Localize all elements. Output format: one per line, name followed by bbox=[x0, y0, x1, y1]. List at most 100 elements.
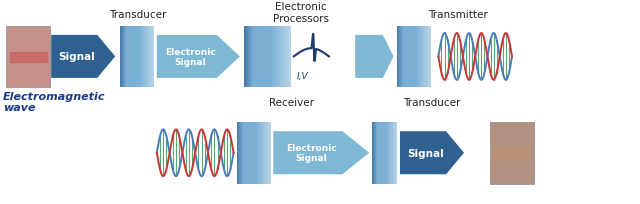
Bar bbox=[247, 27, 248, 88]
Bar bbox=[269, 27, 271, 88]
Bar bbox=[412, 27, 413, 88]
Text: Electronic
Signal: Electronic Signal bbox=[286, 144, 337, 162]
Bar bbox=[153, 27, 154, 88]
Bar bbox=[490, 122, 534, 184]
Bar bbox=[150, 27, 152, 88]
Bar bbox=[263, 27, 265, 88]
Bar bbox=[266, 27, 268, 88]
Bar bbox=[372, 122, 374, 184]
Bar bbox=[251, 122, 252, 184]
Bar bbox=[261, 122, 262, 184]
Bar bbox=[278, 27, 280, 88]
Text: I,V: I,V bbox=[297, 71, 308, 80]
Bar bbox=[147, 27, 148, 88]
Bar bbox=[139, 27, 140, 88]
Bar bbox=[268, 27, 269, 88]
Text: Signal: Signal bbox=[58, 52, 95, 62]
Bar bbox=[397, 27, 398, 88]
Bar bbox=[142, 27, 143, 88]
Bar bbox=[125, 27, 127, 88]
Bar bbox=[257, 27, 259, 88]
Bar bbox=[425, 27, 427, 88]
Bar bbox=[385, 122, 387, 184]
Text: Transducer: Transducer bbox=[403, 98, 461, 108]
Polygon shape bbox=[51, 36, 115, 79]
Bar bbox=[382, 122, 383, 184]
Bar bbox=[410, 27, 411, 88]
Bar bbox=[257, 122, 259, 184]
Bar bbox=[264, 27, 266, 88]
Bar bbox=[243, 122, 245, 184]
Bar bbox=[265, 122, 267, 184]
Bar bbox=[259, 122, 260, 184]
Bar bbox=[428, 27, 430, 88]
Bar bbox=[240, 122, 242, 184]
Bar bbox=[375, 122, 376, 184]
Text: Electronic
Processors: Electronic Processors bbox=[273, 2, 329, 23]
Bar bbox=[247, 122, 248, 184]
Bar bbox=[395, 122, 396, 184]
Bar bbox=[256, 27, 258, 88]
Bar bbox=[427, 27, 428, 88]
Bar bbox=[419, 27, 420, 88]
Bar bbox=[128, 27, 129, 88]
Bar bbox=[390, 122, 392, 184]
Bar bbox=[422, 27, 423, 88]
Bar bbox=[399, 27, 401, 88]
Bar bbox=[262, 122, 263, 184]
Bar bbox=[150, 27, 151, 88]
Bar bbox=[259, 27, 261, 88]
Bar bbox=[265, 27, 267, 88]
Bar bbox=[406, 27, 408, 88]
Text: Transmitter: Transmitter bbox=[428, 10, 488, 20]
Bar bbox=[131, 27, 132, 88]
Bar bbox=[286, 27, 288, 88]
Bar bbox=[282, 27, 283, 88]
Bar bbox=[414, 27, 416, 88]
Bar bbox=[137, 27, 138, 88]
Bar bbox=[404, 27, 406, 88]
Bar bbox=[279, 27, 281, 88]
Bar bbox=[386, 122, 387, 184]
Bar bbox=[282, 27, 284, 88]
Bar bbox=[124, 27, 126, 88]
Bar bbox=[400, 27, 402, 88]
Bar bbox=[123, 27, 124, 88]
Bar bbox=[407, 27, 408, 88]
Bar bbox=[124, 27, 125, 88]
Bar bbox=[148, 27, 149, 88]
Bar bbox=[376, 122, 377, 184]
Bar bbox=[249, 27, 251, 88]
Bar bbox=[284, 27, 285, 88]
Bar bbox=[126, 27, 127, 88]
Bar bbox=[239, 122, 240, 184]
Bar bbox=[392, 122, 394, 184]
Bar bbox=[276, 27, 277, 88]
Bar bbox=[273, 27, 275, 88]
Bar bbox=[248, 122, 250, 184]
Bar bbox=[394, 122, 395, 184]
Bar bbox=[424, 27, 426, 88]
Bar bbox=[378, 122, 379, 184]
Text: Electromagnetic
wave: Electromagnetic wave bbox=[3, 91, 106, 113]
Bar bbox=[237, 122, 239, 184]
Bar bbox=[248, 27, 250, 88]
Bar bbox=[255, 122, 257, 184]
Bar bbox=[415, 27, 417, 88]
Bar bbox=[403, 27, 404, 88]
Bar bbox=[259, 27, 260, 88]
Bar bbox=[426, 27, 428, 88]
Bar bbox=[396, 122, 397, 184]
Bar bbox=[244, 122, 246, 184]
Bar bbox=[246, 27, 248, 88]
Bar bbox=[377, 122, 378, 184]
Bar bbox=[421, 27, 422, 88]
Bar bbox=[388, 122, 390, 184]
Bar bbox=[6, 27, 50, 88]
Bar bbox=[419, 27, 420, 88]
Bar bbox=[289, 27, 291, 88]
Bar bbox=[403, 27, 405, 88]
Bar bbox=[253, 27, 255, 88]
Bar bbox=[260, 122, 262, 184]
Bar bbox=[411, 27, 412, 88]
